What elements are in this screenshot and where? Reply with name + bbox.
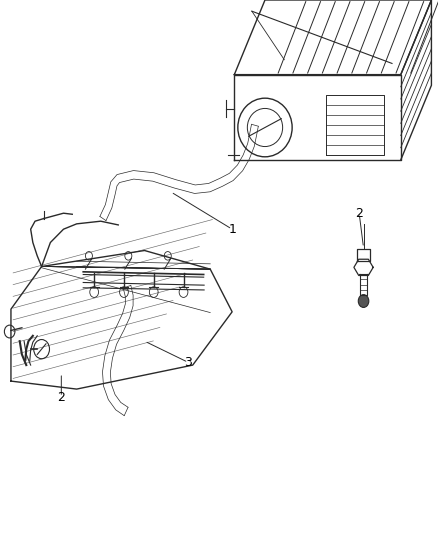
Text: 2: 2	[57, 391, 65, 403]
Circle shape	[358, 295, 369, 308]
Text: 2: 2	[355, 207, 363, 220]
Text: 3: 3	[184, 356, 192, 369]
Text: 1: 1	[228, 223, 236, 236]
